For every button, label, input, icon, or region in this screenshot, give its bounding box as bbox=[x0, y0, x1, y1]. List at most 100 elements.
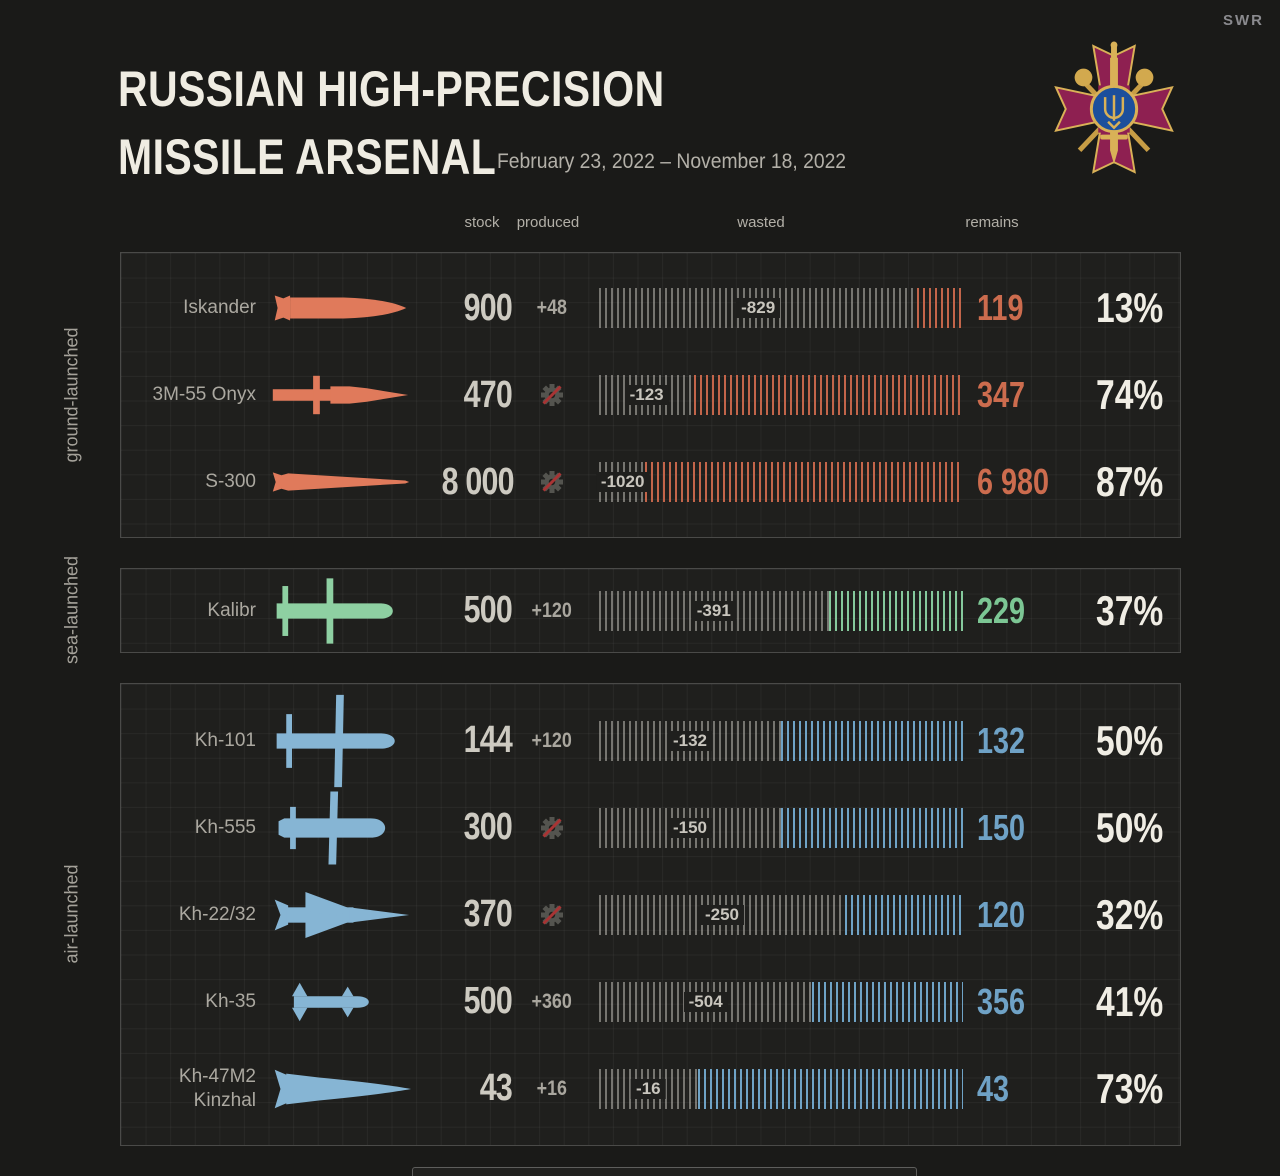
stock-value: 470 bbox=[463, 373, 513, 416]
no-production-gear-icon bbox=[541, 903, 563, 926]
remains-value: 43 bbox=[977, 1067, 1010, 1109]
brand-logo: SWR bbox=[1223, 12, 1264, 29]
missile-name: Kh-47M2 Kinzhal bbox=[178, 1065, 256, 1111]
wasted-value-label: -1020 bbox=[595, 472, 650, 492]
iskander-missile-icon bbox=[256, 260, 424, 356]
remains-percent: 73% bbox=[1096, 1064, 1164, 1112]
wasted-value-label: -16 bbox=[631, 1078, 666, 1099]
usage-bar: -16 bbox=[599, 1068, 963, 1109]
missile-row: Kh-555 300 -150 150 50% bbox=[121, 784, 1180, 871]
wasted-value-label: -391 bbox=[691, 600, 736, 621]
legend-box-partial bbox=[412, 1167, 917, 1176]
no-production-indicator bbox=[512, 382, 592, 408]
remains-value: 132 bbox=[977, 719, 1026, 761]
missile-name: Kh-22/32 bbox=[178, 903, 256, 925]
section-sea-panel: Kalibr 500 +120 -391 229 37% bbox=[120, 568, 1181, 653]
remains-bar-segment bbox=[697, 1068, 963, 1109]
page-title-line2: MISSILE ARSENAL bbox=[118, 129, 497, 185]
column-header-produced: produced bbox=[516, 214, 580, 231]
produced-value: +120 bbox=[531, 728, 573, 752]
onyx-missile-icon bbox=[256, 347, 424, 443]
usage-bar: -1020 bbox=[595, 462, 963, 502]
stock-value: 300 bbox=[463, 806, 513, 848]
ukraine-armed-forces-emblem-icon bbox=[1054, 41, 1174, 174]
no-production-indicator bbox=[512, 469, 592, 495]
stock-value: 500 bbox=[463, 980, 513, 1022]
remains-bar-segment bbox=[781, 720, 963, 761]
remains-bar-segment bbox=[844, 894, 963, 935]
kh2232-missile-icon bbox=[256, 867, 424, 963]
wasted-value-label: -132 bbox=[667, 730, 713, 751]
column-header-stock: stock bbox=[464, 214, 500, 231]
missile-name: Kh-35 bbox=[205, 990, 256, 1012]
remains-bar-segment bbox=[781, 807, 963, 848]
remains-value: 229 bbox=[977, 589, 1026, 631]
remains-value: 119 bbox=[977, 287, 1024, 328]
missile-name: Kh-555 bbox=[194, 816, 256, 838]
no-production-indicator bbox=[512, 902, 592, 928]
missile-row: Kh-101 144 +120 -132 132 50% bbox=[121, 694, 1180, 787]
remains-bar-segment bbox=[828, 590, 963, 631]
wasted-value-label: -250 bbox=[699, 904, 744, 925]
stock-value: 43 bbox=[479, 1067, 513, 1109]
column-header-wasted: wasted bbox=[737, 214, 785, 231]
missile-row: S-300 8 000 -1020 6 980 87% bbox=[121, 439, 1180, 526]
remains-percent: 50% bbox=[1096, 716, 1164, 764]
missile-name: S-300 bbox=[205, 471, 256, 493]
remains-bar-segment bbox=[694, 375, 963, 415]
remains-percent: 74% bbox=[1096, 371, 1164, 418]
produced-value: +48 bbox=[536, 296, 568, 319]
remains-percent: 32% bbox=[1096, 890, 1164, 938]
remains-value: 150 bbox=[977, 806, 1026, 848]
missile-name: 3M-55 Onyx bbox=[152, 384, 256, 406]
stock-value: 900 bbox=[463, 286, 513, 329]
section-ground-panel: Iskander 900 +48 -829 119 13% 3M-55 Onyx 470 -12… bbox=[120, 252, 1181, 538]
no-production-indicator bbox=[512, 815, 592, 841]
section-label-sea: sea-launched bbox=[61, 555, 82, 665]
wasted-value-label: -504 bbox=[683, 991, 728, 1012]
section-label-air: air-launched bbox=[61, 864, 82, 964]
remains-percent: 41% bbox=[1096, 977, 1164, 1025]
page-title-line1: RUSSIAN HIGH-PRECISION bbox=[118, 61, 665, 117]
remains-percent: 13% bbox=[1096, 284, 1164, 331]
stock-value: 144 bbox=[463, 719, 513, 761]
usage-bar: -123 bbox=[599, 375, 963, 415]
stock-value: 370 bbox=[463, 893, 513, 935]
remains-bar-segment bbox=[812, 981, 963, 1022]
missile-name: Kalibr bbox=[207, 599, 256, 621]
missile-row: Kh-35 500 +360 -504 356 41% bbox=[121, 958, 1180, 1045]
missile-name: Kh-101 bbox=[194, 729, 256, 751]
wasted-value-label: -150 bbox=[667, 817, 713, 838]
produced-value: +120 bbox=[531, 598, 573, 622]
s300-missile-icon bbox=[256, 434, 424, 530]
remains-value: 6 980 bbox=[977, 461, 1050, 502]
produced-value: +360 bbox=[531, 989, 573, 1013]
no-production-gear-icon bbox=[541, 384, 563, 406]
wasted-value-label: -123 bbox=[624, 385, 669, 405]
remains-percent: 87% bbox=[1096, 458, 1164, 505]
no-production-gear-icon bbox=[541, 471, 563, 493]
wasted-value-label: -829 bbox=[736, 298, 781, 318]
kinzhal-missile-icon bbox=[256, 1041, 424, 1137]
stock-value: 8 000 bbox=[441, 460, 515, 503]
section-air-panel: Kh-101 144 +120 -132 132 50% Kh-555 300 -150 150 5… bbox=[120, 683, 1181, 1146]
usage-bar: -150 bbox=[599, 807, 963, 848]
kh555-missile-icon bbox=[256, 780, 424, 876]
no-production-gear-icon bbox=[541, 816, 563, 839]
missile-row: Kh-22/32 370 -250 120 32% bbox=[121, 871, 1180, 958]
column-header-remains: remains bbox=[965, 214, 1019, 231]
missile-row: Kh-47M2 Kinzhal 43 +16 -16 43 73% bbox=[121, 1045, 1180, 1132]
missile-row: Kalibr 500 +120 -391 229 37% bbox=[121, 569, 1180, 652]
stock-value: 500 bbox=[463, 589, 513, 631]
remains-value: 120 bbox=[977, 893, 1026, 935]
remains-value: 356 bbox=[977, 980, 1026, 1022]
remains-percent: 50% bbox=[1096, 803, 1164, 851]
remains-percent: 37% bbox=[1096, 586, 1164, 634]
produced-value: +16 bbox=[536, 1076, 568, 1100]
missile-row: Iskander 900 +48 -829 119 13% bbox=[121, 265, 1180, 352]
kalibr-missile-icon bbox=[256, 563, 424, 659]
remains-bar-segment bbox=[917, 288, 963, 328]
remains-bar-segment bbox=[645, 462, 963, 502]
kh35-missile-icon bbox=[256, 954, 424, 1050]
